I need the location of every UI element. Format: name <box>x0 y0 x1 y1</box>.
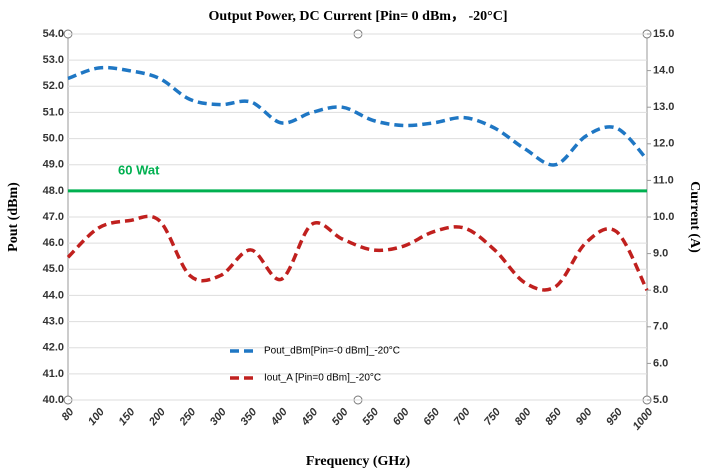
x-tick-label: 250 <box>177 405 199 428</box>
y-tick-label: 40.0 <box>43 394 64 406</box>
y2-tick-label: 12.0 <box>653 138 674 150</box>
x-tick-label: 300 <box>208 405 230 427</box>
y-tick-label: 42.0 <box>43 342 64 354</box>
y-tick-label: 54.0 <box>43 28 64 40</box>
legend-label: Iout_A [Pin=0 dBm]_-20°C <box>264 373 381 384</box>
y2-tick-label: 10.0 <box>653 211 674 223</box>
chart-title: Output Power, DC Current [Pin= 0 dBm， -2… <box>208 9 507 24</box>
series-line <box>67 65 649 167</box>
y-tick-label: 44.0 <box>43 289 64 301</box>
series-line <box>66 214 649 292</box>
x-tick-label: 150 <box>116 405 138 427</box>
x-tick-label: 200 <box>146 405 168 428</box>
y-tick-label: 45.0 <box>43 263 64 275</box>
x-tick-label: 650 <box>421 405 443 427</box>
x-tick-label: 900 <box>574 405 596 427</box>
y-tick-label: 52.0 <box>43 80 64 92</box>
x-tick-label: 800 <box>513 405 535 427</box>
y2-tick-label: 14.0 <box>653 65 674 77</box>
y-axis-title: Pout (dBm) <box>6 182 21 252</box>
x-tick-label: 1000 <box>631 405 656 432</box>
y-tick-label: 51.0 <box>43 106 64 118</box>
x-tick-label: 950 <box>604 405 626 427</box>
y2-axis-title: Current (A) <box>687 181 702 253</box>
y2-tick-label: 9.0 <box>653 248 668 260</box>
y2-tick-label: 8.0 <box>653 284 668 296</box>
y-tick-label: 49.0 <box>43 159 64 171</box>
y-tick-label: 41.0 <box>43 368 64 380</box>
x-tick-label: 500 <box>330 405 352 427</box>
y-tick-label: 43.0 <box>43 315 64 327</box>
y2-tick-label: 5.0 <box>653 394 668 406</box>
y2-tick-label: 11.0 <box>653 174 674 186</box>
x-tick-label: 400 <box>268 405 290 428</box>
y-tick-label: 53.0 <box>43 54 64 66</box>
y2-tick-label: 15.0 <box>653 28 674 40</box>
y2-tick-label: 7.0 <box>653 321 668 333</box>
x-tick-label: 850 <box>543 405 565 427</box>
x-tick-label: 100 <box>86 405 108 427</box>
y-tick-label: 48.0 <box>43 185 64 197</box>
y2-tick-label: 6.0 <box>653 357 668 369</box>
legend-label: Pout_dBm[Pin=-0 dBm]_-20°C <box>264 346 400 357</box>
reference-label: 60 Wat <box>118 162 160 177</box>
y-tick-label: 50.0 <box>43 132 64 144</box>
y2-tick-label: 13.0 <box>653 101 674 113</box>
x-tick-label: 750 <box>482 405 504 427</box>
x-tick-label: 700 <box>452 405 474 427</box>
x-axis-title: Frequency (GHz) <box>306 454 411 469</box>
x-tick-label: 600 <box>391 405 413 427</box>
x-tick-label: 450 <box>299 405 321 428</box>
y-tick-label: 46.0 <box>43 237 64 249</box>
x-tick-label: 350 <box>238 405 260 427</box>
x-tick-label: 550 <box>360 405 382 427</box>
y-tick-label: 47.0 <box>43 211 64 223</box>
x-tick-label: 80 <box>59 405 77 423</box>
